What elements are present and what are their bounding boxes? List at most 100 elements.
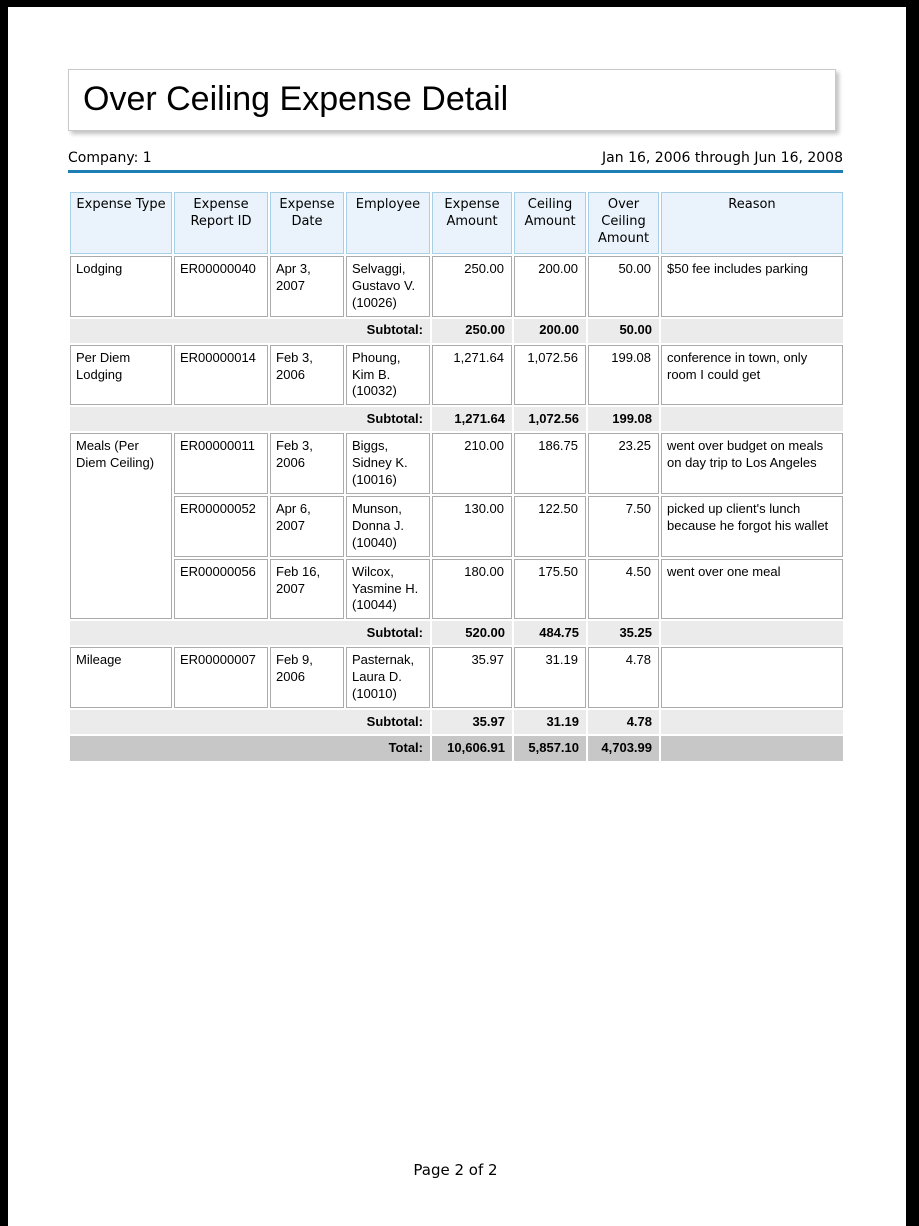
cell-date: Feb 9, 2006 xyxy=(270,647,344,709)
total-expense-amount: 10,606.91 xyxy=(432,736,512,762)
date-range-label: Jan 16, 2006 through Jun 16, 2008 xyxy=(602,150,843,166)
cell-expense-amount: 180.00 xyxy=(432,558,512,620)
cell-reason: went over one meal xyxy=(661,558,843,620)
cell-over-ceiling-amount: 4.78 xyxy=(588,647,659,709)
cell-employee: Wilcox, Yasmine H. (10044) xyxy=(346,558,430,620)
cell-expense-amount: 210.00 xyxy=(432,433,512,495)
accent-divider xyxy=(68,170,843,173)
col-header-reason: Reason xyxy=(661,192,843,254)
col-header-expense-type: Expense Type xyxy=(70,192,172,254)
col-header-over-ceiling-amount: Over Ceiling Amount xyxy=(588,192,659,254)
subtotal-over-ceiling-amount: 4.78 xyxy=(588,710,659,735)
report-meta-row: Company: 1 Jan 16, 2006 through Jun 16, … xyxy=(68,150,843,166)
col-header-ceiling-amount: Ceiling Amount xyxy=(514,192,586,254)
cell-date: Apr 6, 2007 xyxy=(270,496,344,557)
cell-report-id: ER00000014 xyxy=(174,344,268,406)
subtotal-label: Subtotal: xyxy=(70,318,430,343)
subtotal-row: Subtotal: 520.00 484.75 35.25 xyxy=(70,621,843,646)
cell-over-ceiling-amount: 7.50 xyxy=(588,496,659,557)
cell-expense-type: Meals (Per Diem Ceiling) xyxy=(70,433,172,620)
col-header-employee: Employee xyxy=(346,192,430,254)
cell-report-id: ER00000007 xyxy=(174,647,268,709)
subtotal-expense-amount: 520.00 xyxy=(432,621,512,646)
total-ceiling-amount: 5,857.10 xyxy=(514,736,586,762)
cell-over-ceiling-amount: 199.08 xyxy=(588,344,659,406)
cell-employee: Biggs, Sidney K. (10016) xyxy=(346,433,430,495)
cell-reason: $50 fee includes parking xyxy=(661,256,843,317)
cell-expense-amount: 35.97 xyxy=(432,647,512,709)
cell-report-id: ER00000056 xyxy=(174,558,268,620)
cell-expense-type: Per Diem Lodging xyxy=(70,344,172,406)
subtotal-ceiling-amount: 200.00 xyxy=(514,318,586,343)
subtotal-over-ceiling-amount: 199.08 xyxy=(588,407,659,432)
cell-reason xyxy=(661,647,843,709)
cell-employee: Phoung, Kim B. (10032) xyxy=(346,344,430,406)
total-label: Total: xyxy=(70,736,430,762)
cell-employee: Selvaggi, Gustavo V. (10026) xyxy=(346,256,430,317)
company-label: Company: 1 xyxy=(68,150,152,166)
cell-date: Apr 3, 2007 xyxy=(270,256,344,317)
table-row: ER00000052 Apr 6, 2007 Munson, Donna J. … xyxy=(70,496,843,557)
cell-date: Feb 3, 2006 xyxy=(270,433,344,495)
page-number: Page 2 of 2 xyxy=(413,1161,498,1179)
report-title-box: Over Ceiling Expense Detail xyxy=(68,69,836,131)
subtotal-row: Subtotal: 250.00 200.00 50.00 xyxy=(70,318,843,343)
cell-ceiling-amount: 175.50 xyxy=(514,558,586,620)
cell-reason: picked up client's lunch because he forg… xyxy=(661,496,843,557)
cell-ceiling-amount: 200.00 xyxy=(514,256,586,317)
table-row: Meals (Per Diem Ceiling) ER00000011 Feb … xyxy=(70,433,843,620)
cell-expense-amount: 250.00 xyxy=(432,256,512,317)
cell-date: Feb 16, 2007 xyxy=(270,558,344,620)
total-over-ceiling-amount: 4,703.99 xyxy=(588,736,659,762)
table-row: Lodging ER00000040 Apr 3, 2007 Selvaggi,… xyxy=(70,256,843,317)
cell-report-id: ER00000011 xyxy=(174,433,268,495)
cell-expense-type: Mileage xyxy=(70,647,172,709)
subtotal-ceiling-amount: 484.75 xyxy=(514,621,586,646)
subtotal-over-ceiling-amount: 35.25 xyxy=(588,621,659,646)
subtotal-expense-amount: 1,271.64 xyxy=(432,407,512,432)
table-row: Per Diem Lodging ER00000014 Feb 3, 2006 … xyxy=(70,344,843,406)
subtotal-row: Subtotal: 1,271.64 1,072.56 199.08 xyxy=(70,407,843,432)
subtotal-label: Subtotal: xyxy=(70,407,430,432)
cell-report-id: ER00000052 xyxy=(174,496,268,557)
subtotal-row: Subtotal: 35.97 31.19 4.78 xyxy=(70,710,843,735)
col-header-expense-report-id: Expense Report ID xyxy=(174,192,268,254)
subtotal-label: Subtotal: xyxy=(70,621,430,646)
report-page: Over Ceiling Expense Detail Company: 1 J… xyxy=(8,69,906,1226)
subtotal-reason-spacer xyxy=(661,621,843,646)
subtotal-expense-amount: 35.97 xyxy=(432,710,512,735)
table-row: ER00000056 Feb 16, 2007 Wilcox, Yasmine … xyxy=(70,558,843,620)
cell-date: Feb 3, 2006 xyxy=(270,344,344,406)
table-row: Mileage ER00000007 Feb 9, 2006 Pasternak… xyxy=(70,647,843,709)
subtotal-ceiling-amount: 31.19 xyxy=(514,710,586,735)
cell-over-ceiling-amount: 23.25 xyxy=(588,433,659,495)
subtotal-ceiling-amount: 1,072.56 xyxy=(514,407,586,432)
cell-ceiling-amount: 1,072.56 xyxy=(514,344,586,406)
cell-expense-amount: 130.00 xyxy=(432,496,512,557)
page-title: Over Ceiling Expense Detail xyxy=(83,80,509,118)
total-reason-spacer xyxy=(661,736,843,762)
cell-report-id: ER00000040 xyxy=(174,256,268,317)
cell-reason: conference in town, only room I could ge… xyxy=(661,344,843,406)
cell-reason: went over budget on meals on day trip to… xyxy=(661,433,843,495)
cell-ceiling-amount: 186.75 xyxy=(514,433,586,495)
subtotal-reason-spacer xyxy=(661,318,843,343)
subtotal-reason-spacer xyxy=(661,710,843,735)
expense-table: Expense Type Expense Report ID Expense D… xyxy=(68,190,845,763)
cell-ceiling-amount: 31.19 xyxy=(514,647,586,709)
cell-employee: Pasternak, Laura D. (10010) xyxy=(346,647,430,709)
cell-over-ceiling-amount: 50.00 xyxy=(588,256,659,317)
cell-expense-amount: 1,271.64 xyxy=(432,344,512,406)
subtotal-expense-amount: 250.00 xyxy=(432,318,512,343)
subtotal-reason-spacer xyxy=(661,407,843,432)
cell-expense-type: Lodging xyxy=(70,256,172,317)
subtotal-over-ceiling-amount: 50.00 xyxy=(588,318,659,343)
cell-employee: Munson, Donna J. (10040) xyxy=(346,496,430,557)
subtotal-label: Subtotal: xyxy=(70,710,430,735)
cell-ceiling-amount: 122.50 xyxy=(514,496,586,557)
col-header-expense-amount: Expense Amount xyxy=(432,192,512,254)
total-row: Total: 10,606.91 5,857.10 4,703.99 xyxy=(70,736,843,762)
cell-over-ceiling-amount: 4.50 xyxy=(588,558,659,620)
col-header-expense-date: Expense Date xyxy=(270,192,344,254)
